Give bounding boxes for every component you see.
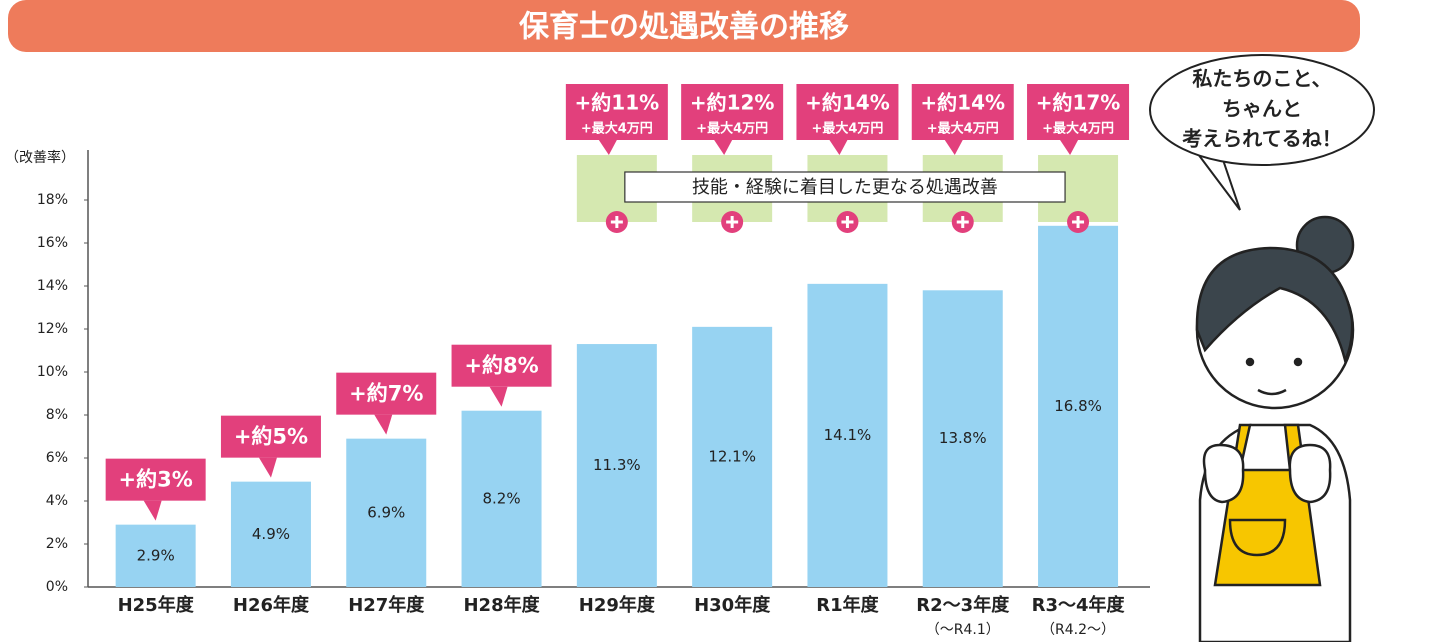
callout-pointer: [714, 140, 733, 155]
hand: [1288, 443, 1332, 504]
speech-text: 考えられてるね！: [1182, 127, 1341, 151]
callout-note: +最大4万円: [927, 121, 999, 137]
eye: [1245, 357, 1255, 367]
callout-pointer: [1060, 140, 1079, 155]
x-tick-label: H29年度: [579, 594, 656, 616]
plus-sign: [726, 216, 739, 228]
x-tick-note: （R4.2〜）: [1041, 622, 1115, 638]
value-label: 8.2%: [482, 489, 520, 507]
callout-label: +約7%: [349, 382, 423, 406]
bar: [461, 410, 542, 587]
x-tick-note: （〜R4.1）: [926, 622, 1000, 638]
speech-bubble: [1149, 54, 1375, 211]
callout-pointer: [598, 140, 617, 155]
hair: [1195, 246, 1354, 364]
y-tick-label: 4%: [46, 493, 68, 509]
callout: [796, 84, 899, 140]
bar: [115, 524, 196, 587]
x-tick-label: H28年度: [463, 594, 540, 616]
callout-note: +最大4万円: [696, 121, 768, 137]
callout-pointer: [258, 457, 277, 478]
x-tick-label: H26年度: [233, 594, 310, 616]
callout-note: +最大4万円: [811, 121, 883, 137]
callout: [1027, 84, 1130, 140]
callout-pointer: [374, 414, 393, 435]
y-axis-label: （改善率）: [5, 149, 75, 166]
x-tick-label: R1年度: [816, 594, 879, 616]
callout: [220, 415, 321, 458]
callout-note: +最大4万円: [581, 121, 653, 137]
value-label: 11.3%: [593, 456, 641, 474]
bar: [807, 283, 888, 587]
y-tick-label: 8%: [46, 407, 68, 423]
value-label: 2.9%: [137, 546, 175, 564]
callout-pointer: [489, 386, 508, 407]
callout: [105, 458, 206, 501]
callout: [336, 372, 437, 415]
callout: [565, 84, 668, 140]
bubble: [1149, 54, 1375, 166]
y-tick-label: 6%: [46, 450, 68, 466]
callout-label: +約17%: [1036, 91, 1121, 115]
y-tick-label: 2%: [46, 536, 68, 552]
callout-pointer: [944, 140, 963, 155]
value-label: 16.8%: [1054, 397, 1102, 415]
callout-label: +約14%: [920, 91, 1005, 115]
y-tick-label: 0%: [46, 579, 68, 595]
plus-sign: [1072, 216, 1085, 228]
value-label: 4.9%: [252, 525, 290, 543]
y-tick-label: 16%: [37, 235, 68, 251]
callout: [451, 344, 552, 387]
speech-text: ちゃんと: [1222, 97, 1302, 121]
bar: [576, 344, 657, 587]
illustration: [1195, 215, 1355, 642]
title-bar: [8, 0, 1360, 52]
hand: [1202, 443, 1245, 504]
callout-label: +約5%: [234, 425, 308, 449]
pocket: [1228, 518, 1287, 557]
callout: [911, 84, 1014, 140]
callout: [681, 84, 784, 140]
x-tick-label: R3〜4年度: [1032, 594, 1126, 616]
eye: [1293, 357, 1303, 367]
callout-note: +最大4万円: [1042, 121, 1114, 137]
chart-title: 保育士の処遇改善の推移: [519, 10, 849, 45]
value-label: 12.1%: [708, 447, 756, 465]
plus-sign: [956, 216, 969, 228]
value-label: 13.8%: [939, 429, 987, 447]
band-label: 技能・経験に着目した更なる処遇改善: [692, 177, 998, 198]
x-tick-label: H30年度: [694, 594, 771, 616]
plus-sign: [610, 216, 623, 228]
value-label: 6.9%: [367, 503, 405, 521]
bar: [230, 481, 311, 587]
x-tick-label: R2〜3年度: [916, 594, 1010, 616]
y-tick-label: 10%: [37, 364, 68, 380]
bar: [922, 290, 1003, 587]
bar: [1038, 225, 1119, 588]
x-tick-label: H25年度: [118, 594, 195, 616]
plus-sign: [841, 216, 854, 228]
callout-label: +約3%: [119, 468, 193, 492]
callout-label: +約11%: [575, 91, 660, 115]
band-label-box: [624, 171, 1066, 203]
bar: [692, 326, 773, 587]
y-tick-label: 14%: [37, 278, 68, 294]
y-tick-label: 18%: [37, 192, 68, 208]
callout-pointer: [143, 500, 162, 521]
mouth: [1257, 388, 1287, 396]
value-label: 14.1%: [824, 426, 872, 444]
y-tick-label: 12%: [37, 321, 68, 337]
callout-label: +約14%: [805, 91, 890, 115]
x-tick-label: H27年度: [348, 594, 425, 616]
speech-text: 私たちのこと、: [1192, 67, 1331, 91]
callout-pointer: [829, 140, 848, 155]
callout-label: +約8%: [464, 354, 538, 378]
callout-label: +約12%: [690, 91, 775, 115]
bar: [346, 438, 427, 587]
bubble-joint: [1199, 138, 1226, 150]
